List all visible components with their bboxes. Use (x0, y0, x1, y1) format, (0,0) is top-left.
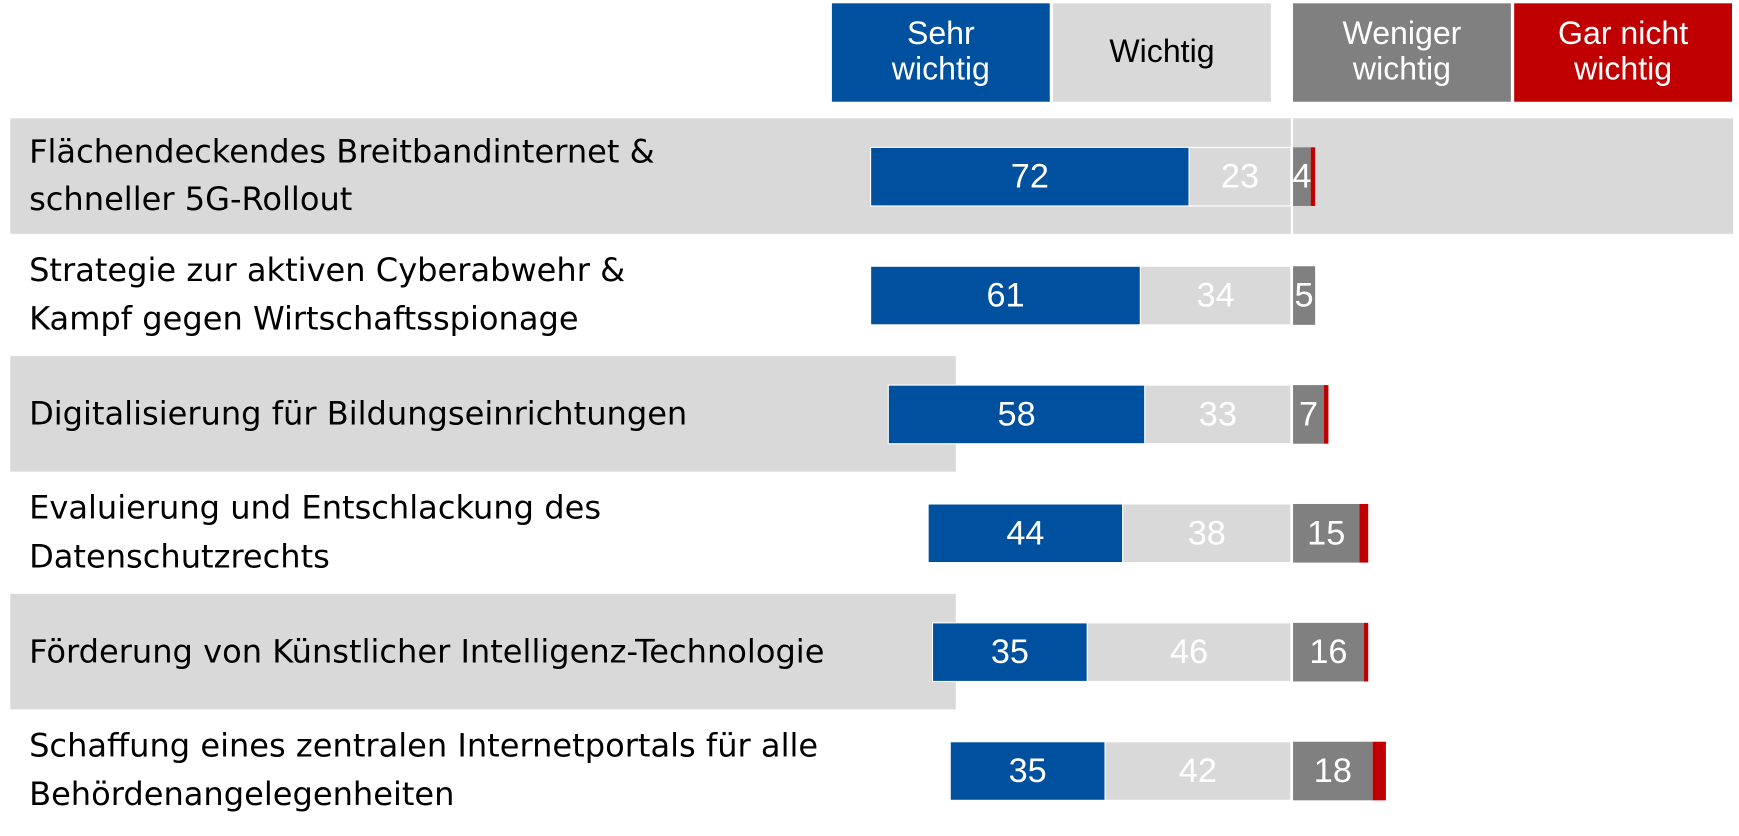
data-label: 5 (1295, 277, 1314, 315)
bar-segment (927, 503, 1124, 564)
data-label: 58 (998, 395, 1036, 433)
data-label: 4 (1292, 158, 1311, 196)
category-label: Schaffung eines zentralen Internetportal… (29, 726, 819, 813)
category-label: Flächendeckendes Breitbandinternet & sch… (29, 132, 655, 219)
data-label: 15 (1307, 514, 1345, 552)
bar-segment (1122, 503, 1292, 564)
category-label-box: Schaffung eines zentralen Internetportal… (29, 726, 819, 813)
bar-segment (1086, 622, 1292, 683)
category-label-box: Evaluierung und Entschlackung des Datens… (29, 489, 602, 575)
data-label: 23 (1221, 158, 1259, 196)
data-label: 46 (1170, 633, 1208, 671)
category-label: Strategie zur aktiven Cyberabwehr & Kamp… (29, 251, 626, 337)
legend-swatch (831, 3, 1050, 102)
bar-segment (1359, 503, 1369, 563)
legend-label-box: Sehr wichtig (891, 16, 990, 87)
category-label-box: Digitalisierung für Bildungseinrichtunge… (29, 394, 688, 432)
bar-segment (1139, 265, 1292, 326)
row-background (10, 356, 956, 472)
legend-swatch (1514, 3, 1733, 102)
bar-segment (1144, 384, 1292, 445)
legend-label: Weniger wichtig (1342, 16, 1462, 87)
legend-label: Sehr wichtig (891, 16, 990, 87)
data-label: 42 (1179, 752, 1217, 790)
row-background (10, 593, 956, 710)
bar-segment (887, 384, 1146, 445)
legend-swatch (1293, 3, 1511, 102)
legend-label: Gar nicht wichtig (1558, 16, 1689, 87)
bar-segment (1293, 622, 1364, 682)
category-label: Evaluierung und Entschlackung des Datens… (29, 489, 602, 575)
bar-segment (931, 622, 1088, 683)
category-label: Förderung von Künstlicher Intelligenz-Te… (29, 631, 825, 670)
bar-segment (1293, 741, 1373, 801)
data-label: 35 (991, 633, 1029, 671)
bar-segment (949, 741, 1106, 801)
category-label-box: Strategie zur aktiven Cyberabwehr & Kamp… (29, 251, 626, 337)
data-label: 7 (1299, 395, 1318, 433)
data-label: 72 (1011, 158, 1049, 196)
data-label: 16 (1309, 633, 1347, 671)
legend-label-box: Wichtig (1109, 33, 1215, 70)
bar-segment (1104, 741, 1292, 801)
category-label-box: Flächendeckendes Breitbandinternet & sch… (29, 132, 655, 219)
data-label: 34 (1197, 277, 1235, 315)
bar-segment (1372, 741, 1386, 801)
bar-segment (1293, 503, 1360, 563)
legend-label: Wichtig (1109, 33, 1215, 70)
bar-segment (1363, 622, 1369, 682)
bar-segment (1310, 147, 1316, 206)
bar-segment (1323, 385, 1329, 444)
data-label: 35 (1009, 752, 1047, 790)
legend-swatch (1053, 3, 1271, 102)
data-label: 44 (1006, 514, 1044, 552)
category-label: Digitalisierung für Bildungseinrichtunge… (29, 394, 688, 432)
data-label: 33 (1199, 395, 1237, 433)
bar-segment (1293, 266, 1316, 325)
data-label: 61 (986, 277, 1024, 315)
legend-label-box: Weniger wichtig (1342, 16, 1462, 87)
bar-segment (870, 146, 1190, 207)
data-label: 38 (1188, 514, 1226, 552)
bar-segment (1293, 385, 1324, 444)
data-label: 18 (1314, 752, 1352, 790)
category-label-box: Förderung von Künstlicher Intelligenz-Te… (29, 631, 825, 670)
bar-segment (1293, 147, 1311, 206)
legend-label-box: Gar nicht wichtig (1558, 16, 1689, 87)
